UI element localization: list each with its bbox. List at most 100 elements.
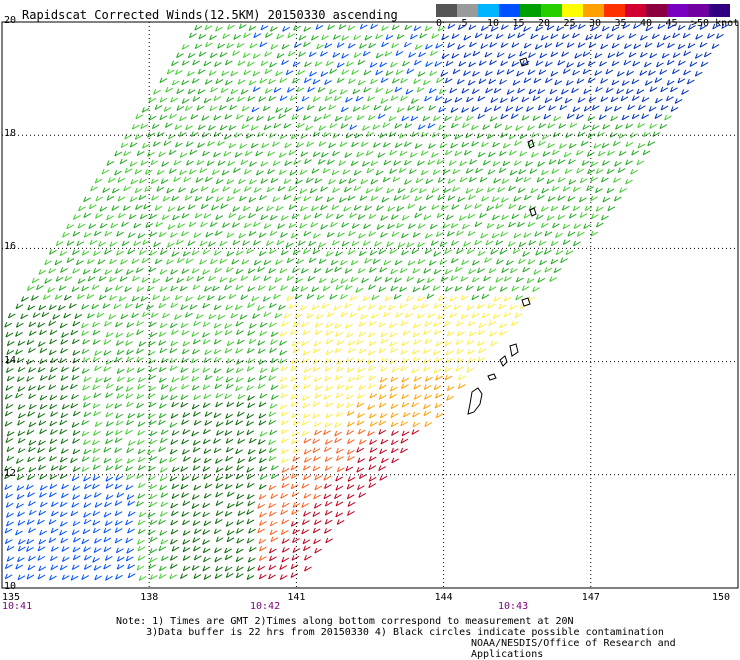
wind-barb bbox=[137, 555, 146, 561]
wind-barb bbox=[215, 500, 224, 506]
wind-barb bbox=[518, 204, 526, 211]
wind-barb bbox=[486, 205, 495, 212]
wind-barb bbox=[336, 42, 345, 48]
wind-barb bbox=[226, 251, 235, 257]
wind-barb bbox=[222, 222, 230, 228]
wind-barb bbox=[192, 96, 201, 102]
wind-barb bbox=[357, 367, 366, 373]
wind-barb bbox=[227, 160, 236, 167]
wind-barb bbox=[259, 431, 268, 437]
wind-barb bbox=[549, 276, 557, 282]
wind-barb bbox=[296, 142, 305, 148]
wind-barb bbox=[347, 421, 355, 427]
wind-barb bbox=[357, 428, 366, 435]
wind-barb bbox=[136, 393, 145, 400]
wind-barb bbox=[358, 348, 367, 354]
wind-barb bbox=[124, 286, 133, 293]
wind-barb bbox=[103, 339, 112, 345]
wind-barb bbox=[331, 204, 340, 211]
wind-barb bbox=[407, 203, 416, 210]
wind-barb bbox=[191, 331, 200, 338]
wind-barb bbox=[253, 259, 262, 266]
wind-barb bbox=[492, 313, 501, 320]
wind-barb bbox=[93, 250, 101, 257]
wind-barb bbox=[477, 267, 485, 274]
wind-barb bbox=[483, 275, 491, 282]
wind-barb bbox=[300, 133, 309, 140]
wind-barb bbox=[551, 185, 560, 192]
wind-barb bbox=[224, 284, 232, 291]
wind-barb bbox=[159, 403, 167, 409]
wind-barb bbox=[212, 285, 220, 292]
wind-barb bbox=[561, 88, 569, 95]
wind-barb bbox=[257, 266, 265, 273]
wind-barb bbox=[400, 349, 409, 356]
wind-barb bbox=[139, 213, 148, 220]
wind-barb bbox=[257, 565, 266, 571]
wind-barb bbox=[246, 474, 255, 480]
wind-barb bbox=[601, 25, 610, 32]
wind-barb bbox=[124, 302, 133, 309]
wind-barb bbox=[290, 572, 299, 578]
wind-barb bbox=[413, 383, 422, 390]
wind-barb bbox=[76, 259, 84, 266]
wind-barb bbox=[287, 50, 296, 57]
wind-barb bbox=[330, 278, 339, 284]
wind-barb bbox=[181, 268, 190, 274]
wind-barb bbox=[597, 150, 606, 157]
wind-barb bbox=[16, 376, 25, 383]
wind-barb bbox=[600, 176, 609, 183]
wind-barb bbox=[677, 60, 686, 66]
wind-barb bbox=[49, 403, 58, 410]
wind-barb bbox=[147, 413, 156, 419]
wind-barb bbox=[383, 159, 392, 166]
wind-barb bbox=[250, 125, 259, 131]
wind-barb bbox=[617, 167, 626, 173]
wind-barb bbox=[344, 152, 353, 158]
wind-barb bbox=[197, 88, 206, 95]
wind-barb bbox=[4, 538, 13, 545]
wind-barb bbox=[244, 186, 252, 192]
wind-barb bbox=[116, 492, 125, 498]
wind-barb bbox=[525, 161, 533, 167]
wind-barb bbox=[336, 339, 345, 346]
wind-barb bbox=[379, 377, 388, 383]
wind-barb bbox=[466, 96, 474, 103]
wind-barb bbox=[588, 42, 597, 49]
wind-barb bbox=[278, 152, 287, 158]
wind-barb bbox=[259, 78, 268, 84]
wind-barb bbox=[71, 366, 80, 373]
wind-barb bbox=[202, 529, 211, 535]
wind-barb bbox=[587, 132, 596, 139]
wind-barb bbox=[402, 330, 411, 336]
wind-barb bbox=[357, 484, 365, 491]
latitude-label: 16 bbox=[4, 241, 17, 253]
wind-barb bbox=[336, 77, 345, 84]
wind-barb bbox=[396, 206, 405, 212]
wind-barb bbox=[359, 195, 368, 201]
wind-barb bbox=[236, 42, 245, 49]
wind-barb bbox=[82, 395, 91, 401]
wind-barb bbox=[331, 239, 340, 246]
wind-barb bbox=[61, 403, 70, 410]
wind-barb bbox=[406, 242, 415, 248]
wind-barb bbox=[368, 476, 377, 482]
wind-barb bbox=[357, 79, 366, 86]
legend-labels: 0 5 10 15 20 25 30 35 40 45 >50 knots bbox=[436, 17, 740, 31]
wind-barb bbox=[420, 169, 429, 176]
wind-barb bbox=[48, 537, 57, 543]
wind-barb bbox=[615, 124, 623, 130]
wind-barb bbox=[435, 357, 443, 363]
wind-barb bbox=[345, 465, 354, 472]
anatahan-island bbox=[521, 297, 531, 307]
wind-barb bbox=[288, 185, 296, 192]
wind-barb bbox=[127, 563, 135, 570]
wind-barb bbox=[179, 285, 188, 292]
wind-barb bbox=[270, 536, 279, 543]
wind-barb bbox=[270, 394, 279, 400]
wind-barb bbox=[606, 187, 615, 194]
wind-barb bbox=[114, 520, 123, 526]
wind-barb bbox=[171, 466, 180, 473]
legend-label: 0 bbox=[436, 18, 443, 29]
wind-barb bbox=[302, 464, 311, 471]
